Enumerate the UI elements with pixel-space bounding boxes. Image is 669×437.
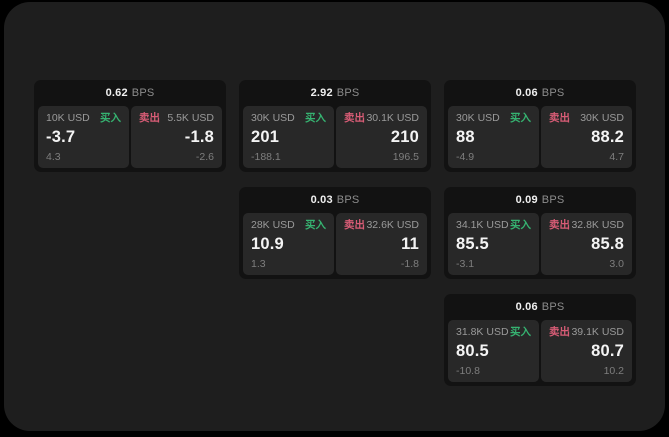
bps-header: 0.03 BPS <box>239 187 431 213</box>
sell-amount-label: 39.1K USD <box>571 326 624 338</box>
sell-delta: -2.6 <box>195 150 214 163</box>
bps-value: 0.03 <box>310 194 333 206</box>
buy-amount-label: 31.8K USD <box>456 326 509 338</box>
bps-unit-label: BPS <box>541 301 565 313</box>
buy-side-label: 买入 <box>305 112 326 124</box>
buy-amount-label: 28K USD <box>251 219 295 231</box>
buy-delta: -10.8 <box>456 364 480 377</box>
buy-delta: 1.3 <box>251 257 266 270</box>
bps-value: 0.06 <box>515 87 538 99</box>
sell-side-label: 卖出 <box>344 219 365 231</box>
sell-tile[interactable]: 卖出 30.1K USD 210 196.5 <box>336 106 427 168</box>
quote-card: 0.03 BPS 28K USD 买入 10.9 1.3 卖出 32.6K US… <box>239 187 431 279</box>
sell-tile[interactable]: 卖出 32.6K USD 11 -1.8 <box>336 213 427 275</box>
buy-price: 10.9 <box>251 235 284 254</box>
buy-side-label: 买入 <box>305 219 326 231</box>
sell-side-label: 卖出 <box>344 112 365 124</box>
bps-value: 2.92 <box>310 87 333 99</box>
sell-side-label: 卖出 <box>549 219 570 231</box>
bps-header: 0.06 BPS <box>444 80 636 106</box>
quote-card: 0.62 BPS 10K USD 买入 -3.7 4.3 卖出 5.5K USD… <box>34 80 226 172</box>
sell-side-label: 卖出 <box>549 326 570 338</box>
app-panel: 0.62 BPS 10K USD 买入 -3.7 4.3 卖出 5.5K USD… <box>4 2 665 431</box>
buy-amount-label: 30K USD <box>251 112 295 124</box>
sell-price: 88.2 <box>591 128 624 147</box>
sell-tile[interactable]: 卖出 32.8K USD 85.8 3.0 <box>541 213 632 275</box>
sell-tile[interactable]: 卖出 39.1K USD 80.7 10.2 <box>541 320 632 382</box>
sell-side-label: 卖出 <box>139 112 160 124</box>
sell-delta: 10.2 <box>603 364 624 377</box>
buy-delta: -4.9 <box>456 150 475 163</box>
buy-price: 85.5 <box>456 235 489 254</box>
sell-delta: 3.0 <box>609 257 624 270</box>
sell-amount-label: 30.1K USD <box>366 112 419 124</box>
bps-header: 0.62 BPS <box>34 80 226 106</box>
sell-price: 80.7 <box>591 342 624 361</box>
buy-price: -3.7 <box>46 128 76 147</box>
sell-amount-label: 32.8K USD <box>571 219 624 231</box>
buy-amount-label: 30K USD <box>456 112 500 124</box>
buy-delta: -188.1 <box>251 150 281 163</box>
sell-price: 11 <box>401 235 419 254</box>
buy-amount-label: 34.1K USD <box>456 219 509 231</box>
sell-tile[interactable]: 卖出 5.5K USD -1.8 -2.6 <box>131 106 222 168</box>
buy-tile[interactable]: 30K USD 买入 88 -4.9 <box>448 106 539 168</box>
buy-side-label: 买入 <box>510 219 531 231</box>
quote-card: 0.06 BPS 30K USD 买入 88 -4.9 卖出 30K USD 8… <box>444 80 636 172</box>
quote-card: 0.09 BPS 34.1K USD 买入 85.5 -3.1 卖出 32.8K… <box>444 187 636 279</box>
sell-delta: -1.8 <box>400 257 419 270</box>
sell-tile[interactable]: 卖出 30K USD 88.2 4.7 <box>541 106 632 168</box>
buy-side-label: 买入 <box>510 326 531 338</box>
bps-header: 0.09 BPS <box>444 187 636 213</box>
buy-tile[interactable]: 10K USD 买入 -3.7 4.3 <box>38 106 129 168</box>
bps-value: 0.62 <box>105 87 128 99</box>
sell-amount-label: 5.5K USD <box>167 112 214 124</box>
bps-unit-label: BPS <box>336 87 360 99</box>
bps-unit-label: BPS <box>541 194 565 206</box>
buy-price: 201 <box>251 128 280 147</box>
buy-price: 80.5 <box>456 342 489 361</box>
sell-amount-label: 30K USD <box>580 112 624 124</box>
buy-tile[interactable]: 31.8K USD 买入 80.5 -10.8 <box>448 320 539 382</box>
sell-delta: 4.7 <box>609 150 624 163</box>
sell-amount-label: 32.6K USD <box>366 219 419 231</box>
bps-unit-label: BPS <box>336 194 360 206</box>
bps-header: 2.92 BPS <box>239 80 431 106</box>
bps-value: 0.06 <box>515 301 538 313</box>
buy-tile[interactable]: 34.1K USD 买入 85.5 -3.1 <box>448 213 539 275</box>
bps-header: 0.06 BPS <box>444 294 636 320</box>
buy-side-label: 买入 <box>100 112 121 124</box>
buy-amount-label: 10K USD <box>46 112 90 124</box>
sell-delta: 196.5 <box>392 150 419 163</box>
quote-card: 0.06 BPS 31.8K USD 买入 80.5 -10.8 卖出 39.1… <box>444 294 636 386</box>
buy-delta: -3.1 <box>456 257 475 270</box>
buy-price: 88 <box>456 128 475 147</box>
buy-tile[interactable]: 28K USD 买入 10.9 1.3 <box>243 213 334 275</box>
sell-side-label: 卖出 <box>549 112 570 124</box>
quote-card: 2.92 BPS 30K USD 买入 201 -188.1 卖出 30.1K … <box>239 80 431 172</box>
bps-unit-label: BPS <box>541 87 565 99</box>
buy-side-label: 买入 <box>510 112 531 124</box>
sell-price: 210 <box>390 128 419 147</box>
bps-value: 0.09 <box>515 194 538 206</box>
buy-delta: 4.3 <box>46 150 61 163</box>
buy-tile[interactable]: 30K USD 买入 201 -188.1 <box>243 106 334 168</box>
sell-price: -1.8 <box>184 128 214 147</box>
sell-price: 85.8 <box>591 235 624 254</box>
bps-unit-label: BPS <box>131 87 155 99</box>
